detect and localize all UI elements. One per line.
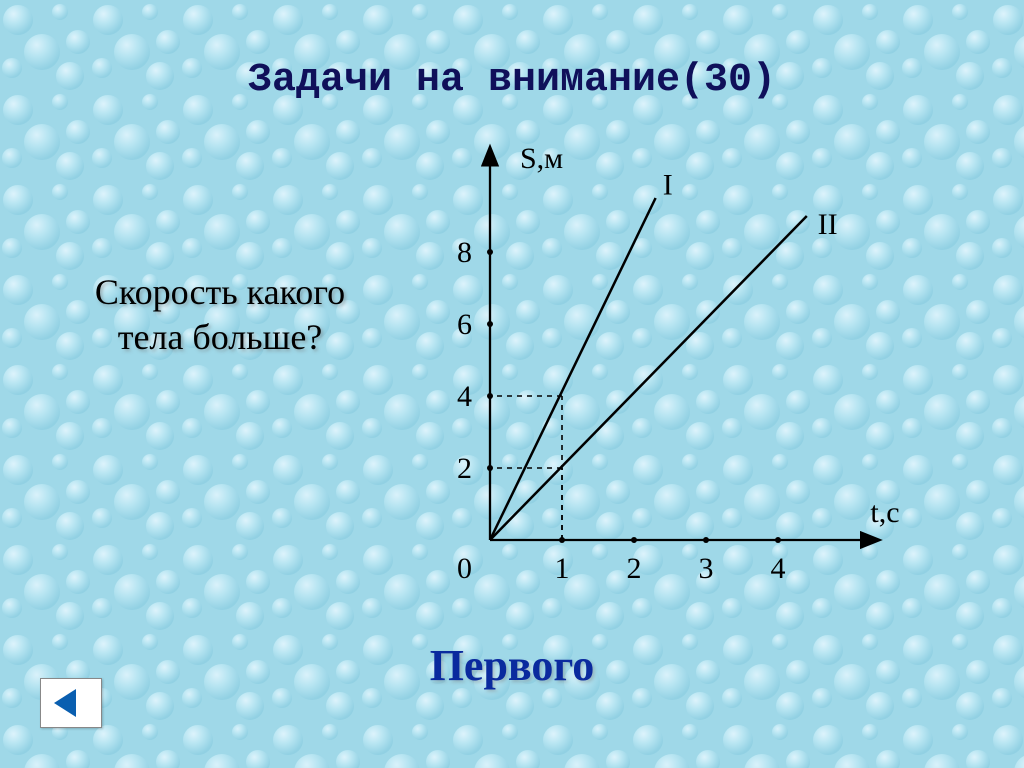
- svg-text:3: 3: [699, 552, 714, 585]
- svg-text:1: 1: [555, 552, 570, 585]
- svg-text:0: 0: [457, 552, 472, 585]
- svg-text:8: 8: [457, 236, 472, 269]
- question-text: Скорость какого тела больше?: [65, 270, 375, 360]
- answer-text: Первого: [0, 640, 1024, 691]
- svg-text:4: 4: [771, 552, 786, 585]
- svg-text:t,с: t,с: [870, 496, 899, 529]
- back-arrow-icon: [54, 689, 88, 717]
- svg-text:2: 2: [627, 552, 642, 585]
- svg-text:II: II: [818, 208, 838, 241]
- svg-text:4: 4: [457, 380, 472, 413]
- svg-text:2: 2: [457, 452, 472, 485]
- velocity-chart: 246812340S,мt,сIII: [420, 140, 900, 620]
- svg-text:I: I: [663, 168, 673, 201]
- page-title: Задачи на внимание(30): [0, 58, 1024, 103]
- back-button[interactable]: [40, 678, 102, 728]
- svg-text:6: 6: [457, 308, 472, 341]
- svg-text:S,м: S,м: [520, 142, 563, 175]
